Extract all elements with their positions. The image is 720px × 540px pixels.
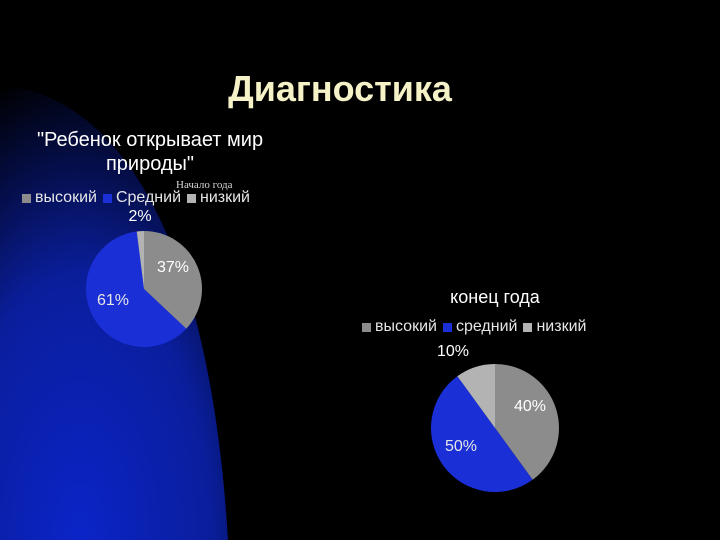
chart1-note: Начало года bbox=[176, 179, 233, 191]
legend-label: высокий bbox=[375, 318, 437, 335]
chart1-slice-high bbox=[144, 231, 203, 329]
chart1-data-label-high: 37% bbox=[157, 259, 189, 276]
legend-swatch bbox=[523, 322, 533, 332]
chart2-slice-medium bbox=[431, 376, 533, 492]
chart1-data-label-medium: 61% bbox=[97, 292, 129, 309]
chart2-data-label-low: 10% bbox=[437, 343, 469, 360]
chart2-data-label-high: 40% bbox=[514, 398, 546, 415]
legend-item-low: низкий bbox=[523, 318, 586, 336]
chart2-legend: высокий средний низкий bbox=[362, 318, 586, 336]
legend-swatch bbox=[22, 193, 31, 203]
legend-swatch bbox=[442, 322, 452, 332]
legend-swatch bbox=[187, 193, 196, 203]
legend-item-high: высокий bbox=[22, 189, 97, 207]
chart2-slice-low bbox=[457, 364, 495, 428]
legend-item-low: низкий bbox=[187, 189, 250, 207]
legend-item-high: высокий bbox=[362, 318, 437, 336]
legend-label: высокий bbox=[35, 189, 97, 206]
chart2-slice-high bbox=[495, 364, 560, 480]
legend-item-medium: Средний bbox=[102, 189, 181, 207]
legend-label: низкий bbox=[200, 189, 250, 206]
chart2-title: конец года bbox=[450, 287, 540, 307]
legend-swatch bbox=[362, 322, 371, 332]
chart1-title: "Ребенок открывает мир природы" bbox=[36, 129, 264, 175]
chart1-data-label-low: 2% bbox=[128, 208, 151, 225]
page-title: Диагностика bbox=[228, 68, 452, 109]
chart1-legend: высокий Средний низкий bbox=[22, 189, 250, 207]
chart2-data-label-medium: 50% bbox=[445, 438, 477, 455]
chart1-slice-medium bbox=[86, 231, 187, 347]
legend-item-medium: средний bbox=[442, 318, 518, 336]
legend-swatch bbox=[102, 193, 112, 203]
legend-label: средний bbox=[455, 318, 518, 335]
legend-label: Средний bbox=[115, 189, 181, 206]
chart1-slice-low bbox=[136, 231, 144, 289]
legend-label: низкий bbox=[536, 318, 587, 335]
